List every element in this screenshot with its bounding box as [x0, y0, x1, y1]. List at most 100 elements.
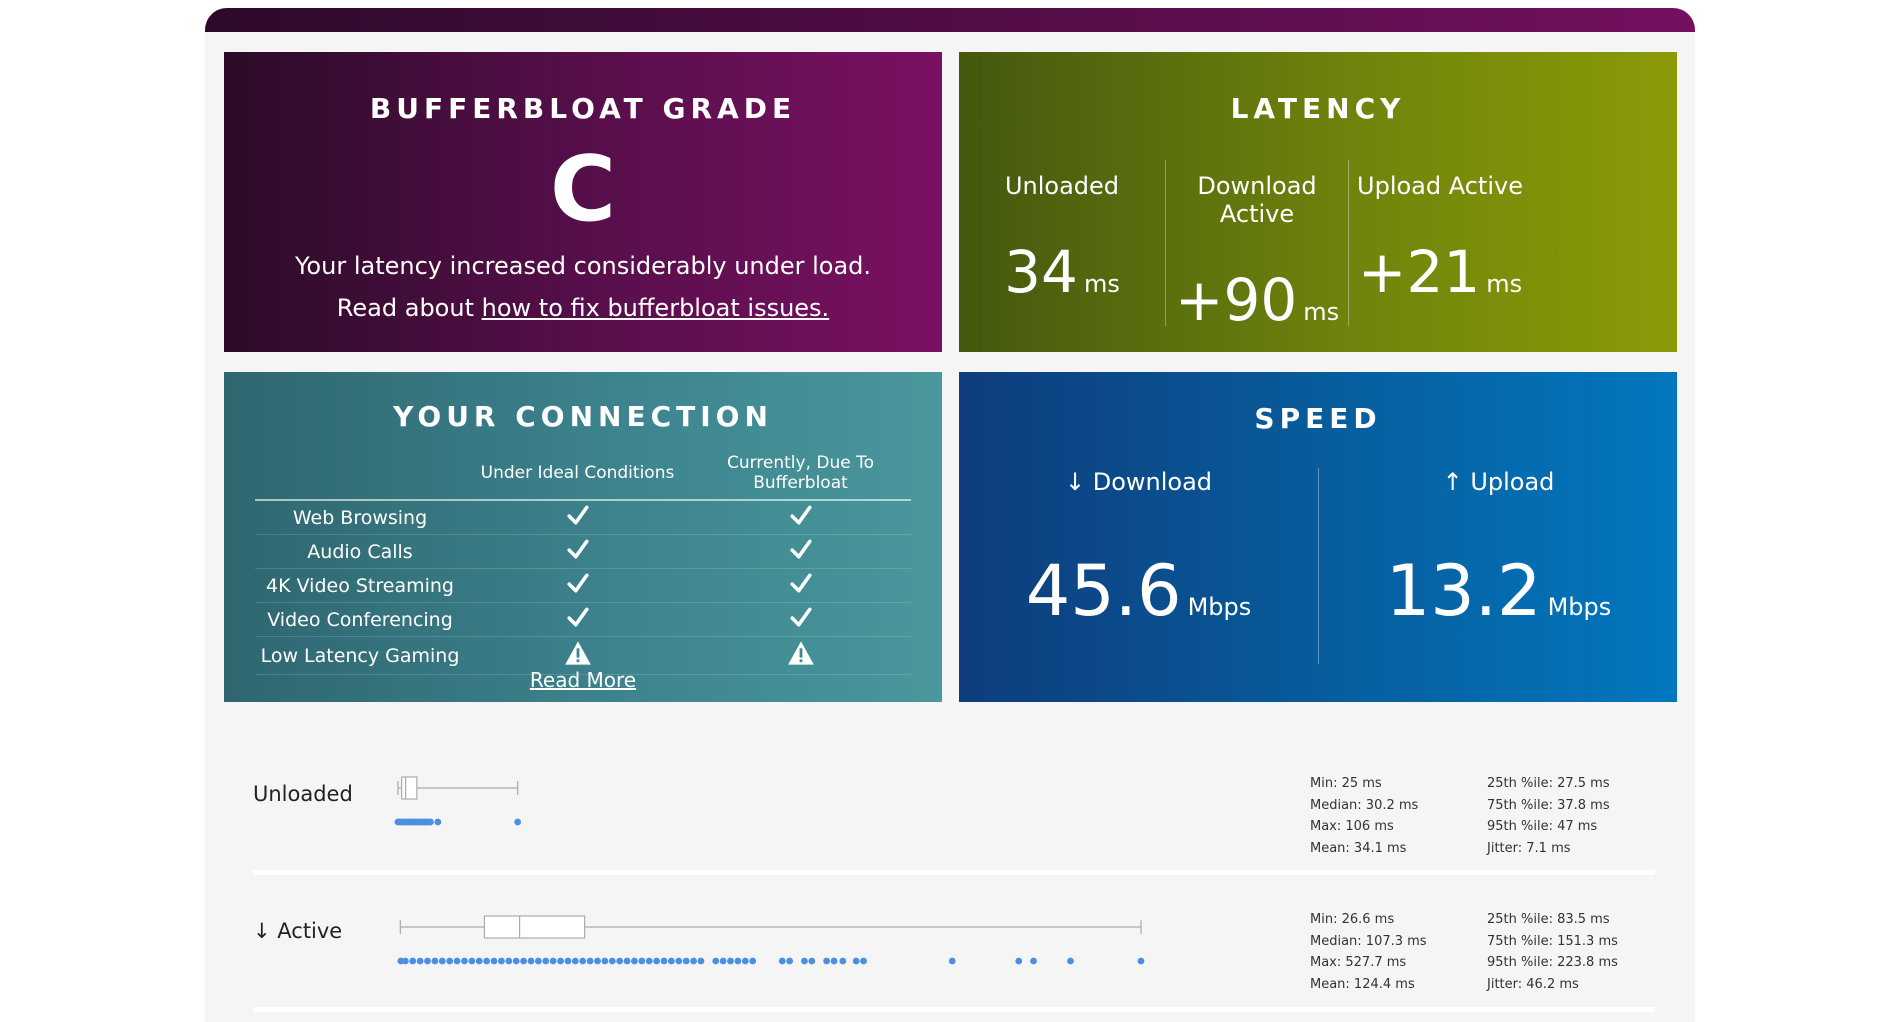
- header-blank: [255, 447, 465, 501]
- connection-title: YOUR CONNECTION: [393, 400, 773, 433]
- active-stats-right: 25th %ile: 83.5 ms 75th %ile: 151.3 ms 9…: [1487, 909, 1618, 995]
- latency-value: +90 ms: [1174, 266, 1340, 334]
- check-icon: [690, 534, 911, 569]
- data-point: [564, 957, 572, 965]
- fix-bufferbloat-link[interactable]: how to fix bufferbloat issues.: [481, 294, 830, 322]
- data-point: [475, 957, 483, 965]
- connection-row: 4K Video Streaming: [255, 568, 911, 603]
- connection-row: Web Browsing: [255, 500, 911, 535]
- data-point: [434, 818, 442, 826]
- box: [483, 915, 586, 939]
- stat-p95: 95th %ile: 223.8 ms: [1487, 955, 1618, 970]
- latency-unloaded: Unloaded 34 ms: [959, 162, 1165, 322]
- grade-message: Your latency increased considerably unde…: [294, 252, 872, 280]
- latency-label: Unloaded: [1004, 172, 1120, 200]
- data-point: [424, 957, 431, 965]
- row-divider: [253, 870, 1655, 875]
- stat-p75: 75th %ile: 37.8 ms: [1487, 797, 1610, 813]
- data-point: [427, 818, 434, 826]
- stat-min: Min: 26.6 ms: [1310, 912, 1395, 927]
- check-icon: [690, 568, 911, 603]
- grade-panel: BUFFERBLOAT GRADE C Your latency increas…: [224, 52, 942, 352]
- data-point: [601, 957, 609, 965]
- data-point: [741, 957, 749, 965]
- data-point: [490, 957, 498, 965]
- connection-panel: YOUR CONNECTION Under Ideal Conditions C…: [224, 372, 942, 702]
- stat-mean: Mean: 34.1 ms: [1310, 840, 1407, 856]
- speed-panel: SPEED ↓ Download 45.6 Mbps ↑ Upload 13.2 M…: [959, 372, 1677, 702]
- latency-value: 34 ms: [1004, 238, 1120, 306]
- unloaded-boxplot: [394, 776, 522, 826]
- data-point: [675, 957, 683, 965]
- data-point: [830, 957, 838, 965]
- stat-p25: 25th %ile: 27.5 ms: [1487, 776, 1610, 791]
- data-point: [571, 957, 579, 965]
- data-point: [542, 957, 550, 965]
- data-point: [860, 957, 867, 965]
- data-point: [438, 957, 446, 965]
- check-icon: [690, 602, 911, 637]
- data-point: [468, 957, 476, 965]
- data-point: [1067, 957, 1074, 965]
- data-point: [1030, 957, 1037, 965]
- top-bar: [205, 8, 1695, 32]
- row-divider: [253, 1007, 1655, 1012]
- stat-jitter: Jitter: 7.1 ms: [1487, 840, 1571, 856]
- unloaded-stats-left: Min: 25 ms Median: 30.2 ms Max: 106 ms M…: [1310, 773, 1418, 859]
- data-point: [520, 957, 527, 965]
- stat-max: Max: 527.7 ms: [1310, 955, 1407, 970]
- latency-upload-active: Upload Active +21 ms: [1349, 162, 1531, 322]
- data-point: [749, 957, 757, 965]
- header-ideal: Under Ideal Conditions: [465, 447, 690, 501]
- warning-icon: [690, 636, 911, 675]
- speed-upload: ↑ Upload 13.2 Mbps: [1319, 468, 1678, 642]
- check-icon: [690, 500, 911, 535]
- download-label: ↓ Download: [1064, 468, 1213, 496]
- speed-title: SPEED: [1254, 402, 1382, 435]
- unloaded-details: Unloaded Min: 25 ms Median: 30.2 ms Max:…: [253, 748, 1653, 868]
- data-point: [690, 957, 697, 965]
- latency-download-active: Download Active +90 ms: [1166, 162, 1348, 330]
- upload-value: 13.2 Mbps: [1385, 550, 1612, 632]
- data-point: [549, 957, 557, 965]
- data-point: [512, 957, 520, 965]
- data-point: [453, 957, 461, 965]
- unloaded-stats-right: 25th %ile: 27.5 ms 75th %ile: 37.8 ms 95…: [1487, 773, 1610, 859]
- connection-row-label: Audio Calls: [255, 534, 465, 569]
- data-point: [801, 957, 808, 965]
- data-point: [852, 957, 860, 965]
- connection-row: Low Latency Gaming: [255, 636, 911, 675]
- stat-min: Min: 25 ms: [1310, 776, 1382, 791]
- unloaded-row-label: Unloaded: [253, 782, 353, 806]
- data-point: [1137, 957, 1145, 965]
- active-boxplot: [397, 915, 1145, 965]
- connection-row: Audio Calls: [255, 534, 911, 569]
- data-point: [682, 957, 690, 965]
- data-point: [446, 957, 454, 965]
- data-point: [786, 957, 794, 965]
- data-point: [616, 957, 624, 965]
- read-more-link[interactable]: Read More: [529, 668, 637, 692]
- active-row-label: ↓ Active: [253, 919, 343, 943]
- data-point: [527, 957, 535, 965]
- stat-median: Median: 30.2 ms: [1310, 797, 1419, 813]
- data-point: [839, 957, 847, 965]
- speed-divider: [1318, 468, 1319, 664]
- data-point: [409, 957, 417, 965]
- data-point: [498, 957, 505, 965]
- read-more: Read More: [224, 668, 942, 692]
- data-point: [401, 957, 409, 965]
- latency-divider: [1165, 160, 1166, 326]
- read-about-prefix: Read about: [336, 294, 474, 322]
- data-point: [948, 957, 956, 965]
- download-value: 45.6 Mbps: [1025, 550, 1252, 632]
- connection-table: Under Ideal Conditions Currently, Due To…: [255, 447, 911, 675]
- data-point: [823, 957, 831, 965]
- results-frame: BUFFERBLOAT GRADE C Your latency increas…: [205, 8, 1695, 1022]
- stat-p75: 75th %ile: 151.3 ms: [1487, 933, 1618, 949]
- connection-row-label: Web Browsing: [255, 500, 465, 535]
- data-point: [645, 957, 653, 965]
- active-details: ↓ Active Min: 26.6 ms Median: 107.3 ms M…: [253, 885, 1653, 1005]
- data-point: [557, 957, 564, 965]
- data-point: [623, 957, 631, 965]
